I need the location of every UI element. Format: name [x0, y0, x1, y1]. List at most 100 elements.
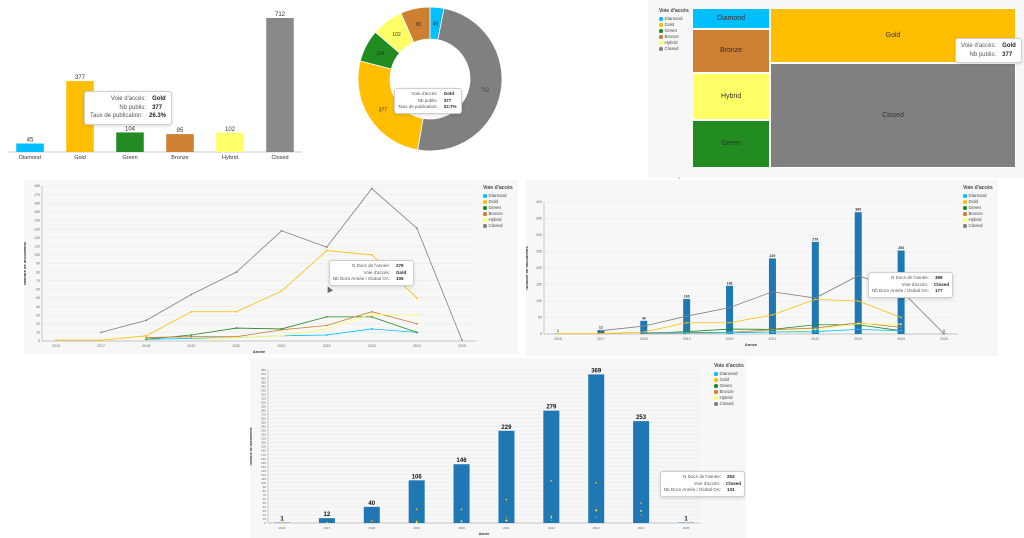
bar-value-label: 45 [27, 138, 34, 144]
combo-legend-item[interactable]: Closed [963, 223, 993, 229]
bottom-chart-x-tick: 2021 [503, 526, 510, 530]
bottom-legend-item[interactable]: Diamond [714, 371, 744, 377]
bottom-chart-y-tick: 40 [263, 505, 267, 509]
combo-bar-label: 229 [770, 254, 776, 258]
bar-tooltip-row: Taux de publication: 26.3% [90, 112, 166, 121]
combo-tooltip: N Docs de l'année: 369 Voie d'accès: Closed… [868, 272, 954, 298]
bottom-bar [498, 430, 515, 523]
combo-legend-title: Voie d'accès [963, 185, 993, 191]
bottom-point-gold [595, 481, 598, 484]
bottom-legend-item[interactable]: Bronze [714, 389, 744, 395]
combo-bar-label: 253 [898, 246, 904, 250]
line-legend-swatch [483, 224, 487, 228]
bottom-point-gold [550, 479, 553, 482]
combo-series-closed-point [685, 315, 688, 318]
treemap-cell-closed: Closed [770, 63, 1016, 168]
bottom-chart-x-tick: 2019 [413, 526, 420, 530]
bottom-chart-y-tick: 300 [261, 400, 266, 404]
combo-legend-item[interactable]: Hybrid [963, 217, 993, 223]
combo-chart-y-tick: 300 [536, 233, 542, 237]
bottom-chart-x-tick: 2018 [368, 526, 375, 530]
line-legend-item[interactable]: Gold [483, 199, 513, 205]
line-series-green-point [235, 327, 238, 329]
line-tooltip-row: Nb Docs Année / Global OA: 105 [333, 276, 410, 283]
combo-series-closed-point [771, 290, 774, 293]
bottom-point-hybrid [640, 510, 643, 512]
treemap-legend-item[interactable]: Gold [659, 22, 689, 28]
treemap-legend-item[interactable]: Bronze [659, 34, 689, 40]
treemap-legend: Voie d'accès Diamond Gold Green Bronze Hybrid… [659, 8, 689, 52]
line-series-closed-point [235, 271, 238, 274]
combo-chart-x-tick: 2021 [769, 337, 777, 341]
combo-legend-item[interactable]: Gold [963, 199, 993, 205]
treemap-legend-item[interactable]: Closed [659, 46, 689, 52]
bottom-chart-x-tick: 2022 [548, 526, 555, 530]
line-legend-item[interactable]: Green [483, 205, 513, 211]
donut-chart-panel: 45 712 377 104 102 95 Voie d'accès: Gold Nb pub… [358, 0, 518, 155]
combo-legend-item[interactable]: Bronze [963, 211, 993, 217]
line-chart-y-tick: 20 [36, 322, 40, 326]
bottom-legend-item[interactable]: Closed [714, 401, 744, 407]
combo-legend-item[interactable]: Diamond [963, 193, 993, 199]
line-chart-y-tick: 150 [34, 210, 40, 214]
line-legend-item[interactable]: Closed [483, 223, 513, 229]
line-legend-item[interactable]: Diamond [483, 193, 513, 199]
line-series-gold-point [235, 310, 238, 313]
combo-chart-y-tick: 200 [536, 266, 542, 270]
bar-value-label: 377 [75, 75, 86, 81]
line-series-gold-point [190, 310, 193, 313]
bottom-bar-label: 1 [280, 517, 284, 523]
bottom-tooltip-row: Voie d'accès: Closed [664, 481, 741, 488]
combo-chart-x-tick: 2024 [897, 337, 905, 341]
line-chart-x-label: Année [253, 349, 266, 354]
combo-bar [597, 330, 605, 334]
bar-category-label: Hybrid [222, 155, 238, 161]
combo-tooltip-row: Nb Docs Année / Global OA: 177 [872, 288, 949, 295]
combo-legend-item[interactable]: Green [963, 205, 993, 211]
combo-chart-x-tick: 2019 [683, 337, 691, 341]
bottom-chart-y-tick: 340 [261, 384, 266, 388]
line-series-bronze-point [370, 310, 373, 313]
donut-tooltip-label: Voie d'accès: [411, 91, 438, 96]
bottom-legend-item[interactable]: Green [714, 383, 744, 389]
line-legend-item[interactable]: Bronze [483, 211, 513, 217]
treemap-legend-item[interactable]: Green [659, 28, 689, 34]
bottom-legend-title: Voie d'accès [714, 363, 744, 369]
bottom-point-bronze [550, 514, 553, 517]
line-tooltip-label: Nb Docs Année / Global OA: [333, 276, 391, 282]
bottom-chart-y-tick: 170 [261, 453, 266, 457]
line-series-green-point [145, 338, 148, 341]
bottom-legend-item[interactable]: Gold [714, 377, 744, 383]
combo-chart-y-tick: 150 [536, 283, 542, 287]
line-chart-y-tick: 60 [36, 288, 40, 292]
treemap-tooltip-label: Nb publis: [969, 51, 997, 58]
line-legend-item-label: Diamond [488, 192, 507, 198]
line-chart-y-tick: 10 [36, 331, 40, 335]
bottom-chart-y-tick: 210 [261, 437, 266, 441]
bottom-bar [543, 410, 560, 523]
line-series-gold-point [100, 339, 103, 342]
line-legend-item[interactable]: Hybrid [483, 217, 513, 223]
bottom-chart-x-tick: 2020 [458, 526, 465, 530]
bottom-legend-item[interactable]: Hybrid [714, 395, 744, 401]
line-series-bronze-point [145, 336, 148, 339]
combo-chart-y-tick: 0 [540, 332, 542, 336]
treemap-legend-item[interactable]: Diamond [659, 16, 689, 22]
combo-series-hybrid-point [814, 328, 817, 331]
combo-bar-label: 106 [684, 295, 690, 299]
bottom-chart-axes: 0102030405060708090100110120130140150160… [250, 368, 700, 536]
combo-bar-label: 40 [642, 316, 646, 320]
line-series-gold-point [145, 334, 148, 337]
treemap-legend-item[interactable]: Hybrid [659, 40, 689, 46]
line-series-bronze-point [325, 324, 328, 327]
combo-tooltip-row: N Docs de l'année: 369 [872, 275, 949, 282]
combo-chart-y-tick: 350 [536, 217, 542, 221]
combo-tooltip-label: Voie d'accès: [901, 281, 929, 287]
bottom-point-bronze [370, 520, 373, 523]
donut-tooltip-row: Nb publis: 377 [398, 98, 458, 105]
bar-category-label: Gold [74, 155, 86, 161]
combo-series-diamond-point [642, 332, 645, 335]
combo-legend-swatch [963, 206, 967, 210]
line-series-closed-point [100, 331, 103, 334]
bottom-bar [318, 518, 335, 523]
